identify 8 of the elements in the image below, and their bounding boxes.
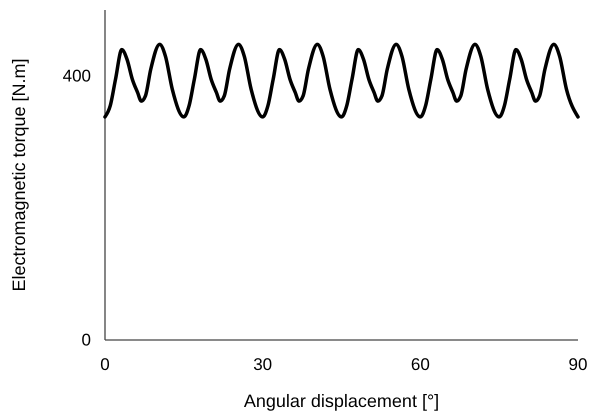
x-tick-label: 30 [253, 355, 272, 374]
y-axis-title: Electromagnetic torque [N.m] [9, 58, 29, 292]
x-tick-label: 90 [568, 355, 588, 374]
x-tick-label: 60 [410, 355, 430, 374]
line-series [103, 42, 580, 119]
y-tick-label: 400 [62, 66, 91, 86]
x-axis-title: Angular displacement [°] [244, 391, 440, 411]
x-tick-label: 0 [100, 355, 110, 374]
